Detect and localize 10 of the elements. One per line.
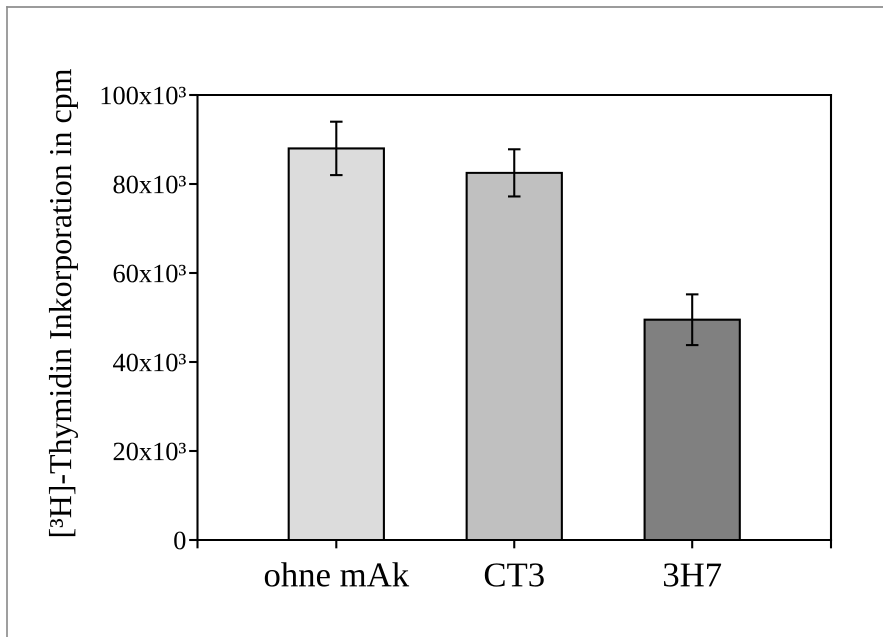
- y-axis-title: [³H]-Thymidin Inkorporation in cpm: [48, 68, 78, 536]
- y-tick-label: 40x10³: [113, 354, 186, 372]
- y-tick-label: 100x10³: [102, 86, 186, 104]
- x-tick-label: 3H7: [664, 563, 722, 587]
- x-tick-label: CT3: [484, 563, 544, 587]
- y-tick-label: 60x10³: [114, 264, 186, 282]
- y-tick-label: 80x10³: [114, 176, 186, 194]
- y-tick-label: 20x10³: [114, 442, 186, 460]
- x-tick-label: ohne mAk: [264, 562, 410, 587]
- y-tick-label: 0: [174, 532, 186, 550]
